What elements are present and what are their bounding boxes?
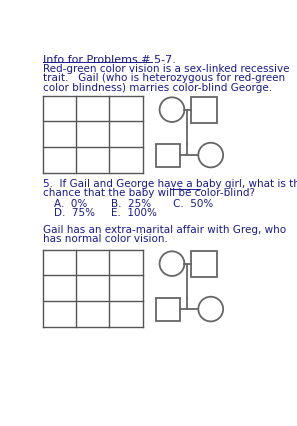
Text: A.  0%: A. 0% bbox=[54, 199, 87, 209]
Text: E.  100%: E. 100% bbox=[111, 208, 157, 218]
Text: B.  25%: B. 25% bbox=[111, 199, 151, 209]
Bar bbox=[157, 297, 180, 321]
Bar bbox=[191, 250, 217, 277]
Bar bbox=[191, 97, 217, 123]
Text: Info for Problems # 5-7.: Info for Problems # 5-7. bbox=[43, 55, 176, 65]
Text: 5.  If Gail and George have a baby girl, what is the: 5. If Gail and George have a baby girl, … bbox=[43, 179, 297, 189]
Bar bbox=[157, 144, 180, 167]
Text: Red-green color vision is a sex-linked recessive: Red-green color vision is a sex-linked r… bbox=[43, 64, 290, 74]
Text: color blindness) marries color-blind George.: color blindness) marries color-blind Geo… bbox=[43, 83, 272, 93]
Text: D.  75%: D. 75% bbox=[54, 208, 95, 218]
Text: Gail has an extra-marital affair with Greg, who: Gail has an extra-marital affair with Gr… bbox=[43, 225, 286, 235]
Text: C.  50%: C. 50% bbox=[173, 199, 213, 209]
Text: chance that the baby will be color-blind?: chance that the baby will be color-blind… bbox=[43, 188, 255, 198]
Text: trait.   Gail (who is heterozygous for red-green: trait. Gail (who is heterozygous for red… bbox=[43, 73, 285, 83]
Text: has normal color vision.: has normal color vision. bbox=[43, 234, 168, 245]
